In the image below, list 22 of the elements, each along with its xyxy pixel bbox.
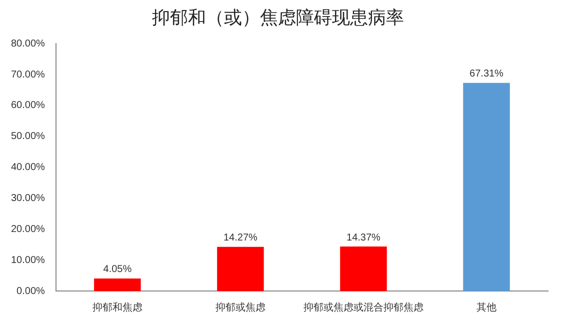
data-label: 14.27% [223, 232, 258, 244]
x-tick-label: 抑郁和焦虑 [92, 302, 142, 314]
y-tick-label: 70.00% [10, 69, 46, 80]
y-tick-label: 10.00% [10, 254, 46, 266]
x-tick-label: 抑郁或焦虑或混合抑郁焦虑 [303, 302, 424, 314]
bar [217, 246, 264, 291]
x-tick-label: 抑郁或焦虑 [215, 302, 266, 314]
x-tick-label: 其他 [476, 302, 496, 314]
y-tick-label: 40.00% [10, 162, 46, 174]
data-label: 14.37% [346, 232, 381, 244]
bar [94, 278, 141, 291]
y-tick-label: 80.00% [10, 38, 46, 50]
y-tick-label: 60.00% [10, 100, 46, 112]
chart-title: 抑郁和（或）焦虑障碍现患病率 [152, 7, 404, 28]
y-tick-label: 50.00% [10, 131, 46, 142]
bar [340, 246, 387, 291]
data-label: 4.05% [103, 264, 132, 276]
bar [463, 82, 510, 291]
y-tick-label: 30.00% [10, 192, 46, 204]
data-label: 67.31% [470, 68, 504, 80]
y-tick-label: 0.00% [16, 286, 46, 297]
y-tick-label: 20.00% [10, 224, 46, 235]
